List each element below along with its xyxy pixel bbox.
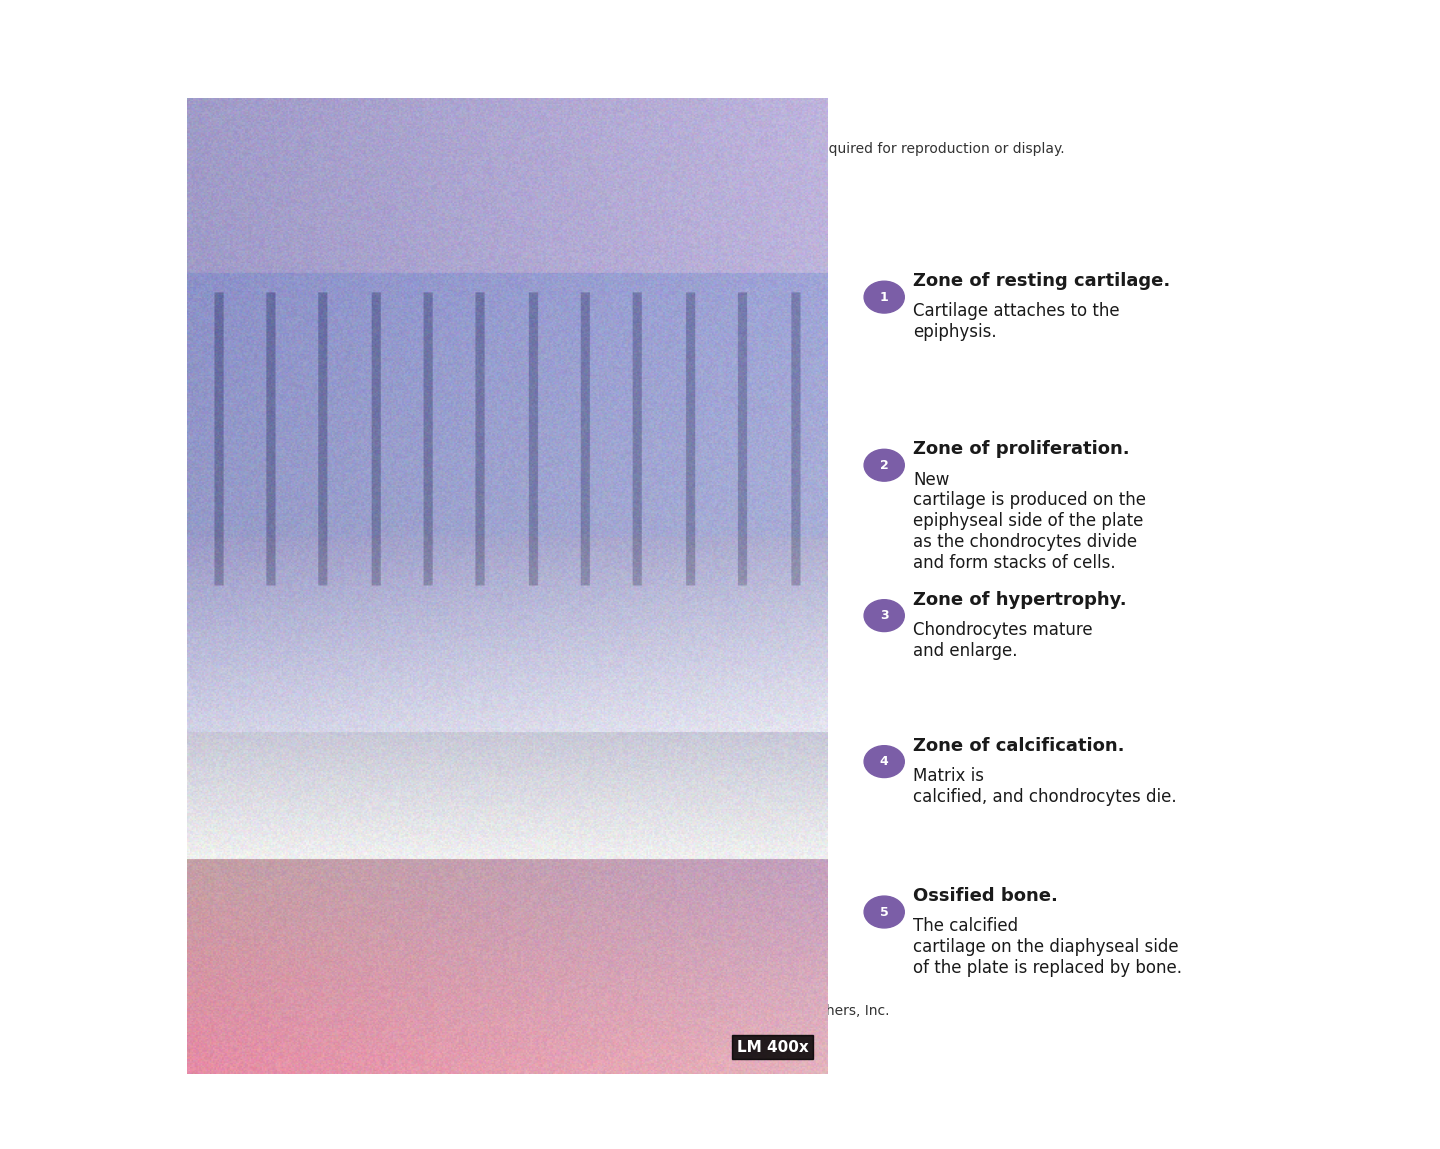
Circle shape <box>553 777 593 808</box>
Text: Copyright © The McGraw-Hill Companies, Inc. Permission required for reproduction: Copyright © The McGraw-Hill Companies, I… <box>412 142 1064 156</box>
Circle shape <box>864 746 904 778</box>
Text: LM 400x: LM 400x <box>737 1040 809 1055</box>
Text: 5: 5 <box>880 905 888 918</box>
Text: Cartilage attaches to the
epiphysis.: Cartilage attaches to the epiphysis. <box>913 302 1120 341</box>
Circle shape <box>864 449 904 481</box>
Circle shape <box>864 896 904 928</box>
Text: Chondrocytes mature
and enlarge.: Chondrocytes mature and enlarge. <box>913 620 1093 660</box>
Circle shape <box>464 506 504 538</box>
Text: Zone of proliferation.: Zone of proliferation. <box>913 440 1130 458</box>
Circle shape <box>514 641 554 672</box>
Circle shape <box>864 600 904 632</box>
Text: 3: 3 <box>880 609 888 622</box>
Text: 1: 1 <box>880 291 888 303</box>
Text: 4: 4 <box>569 786 577 799</box>
Text: Zone of calcification.: Zone of calcification. <box>913 737 1125 755</box>
Text: 2: 2 <box>480 515 488 527</box>
Text: Diaphyseal side: Diaphyseal side <box>494 997 648 1017</box>
Text: Epiphyseal side: Epiphyseal side <box>494 156 647 175</box>
Text: 4: 4 <box>880 755 888 769</box>
Text: Ossified bone.: Ossified bone. <box>913 887 1058 905</box>
Circle shape <box>524 874 563 905</box>
Text: 3: 3 <box>530 650 539 663</box>
Text: Zone of hypertrophy.: Zone of hypertrophy. <box>913 591 1128 609</box>
Text: Zone of resting cartilage.: Zone of resting cartilage. <box>913 272 1171 290</box>
Text: The calcified
cartilage on the diaphyseal side
of the plate is replaced by bone.: The calcified cartilage on the diaphysea… <box>913 917 1182 977</box>
Text: 2: 2 <box>880 458 888 472</box>
Text: © Bio-Photo Assocs/Photo Researchers, Inc.: © Bio-Photo Assocs/Photo Researchers, In… <box>586 1004 890 1018</box>
Text: Matrix is
calcified, and chondrocytes die.: Matrix is calcified, and chondrocytes di… <box>913 766 1176 805</box>
Text: (b): (b) <box>325 1003 350 1021</box>
Text: New
cartilage is produced on the
epiphyseal side of the plate
as the chondrocyte: New cartilage is produced on the epiphys… <box>913 471 1146 572</box>
Text: 5: 5 <box>539 884 549 896</box>
Circle shape <box>864 282 904 313</box>
Circle shape <box>514 363 554 394</box>
Text: Epiphyseal
plate: Epiphyseal plate <box>209 577 291 610</box>
Text: 1: 1 <box>530 372 539 385</box>
